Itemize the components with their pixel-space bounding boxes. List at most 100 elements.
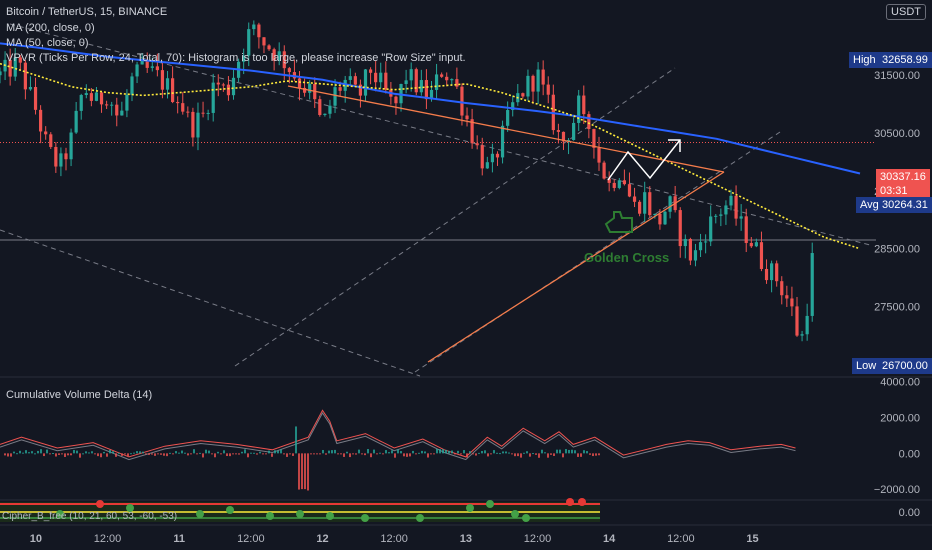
- cipher-dot: [511, 510, 519, 518]
- cvd-bar: [562, 453, 564, 458]
- candle-body: [277, 51, 281, 61]
- candle-body: [252, 24, 256, 30]
- cvd-bar: [466, 453, 468, 458]
- cvd-bar: [556, 449, 558, 454]
- high-label: High: [849, 52, 880, 68]
- cvd-bar: [340, 453, 342, 455]
- cipher-dot: [326, 512, 334, 520]
- candle-body: [770, 263, 774, 281]
- cvd-bar: [595, 453, 597, 456]
- cvd-bar: [313, 453, 315, 455]
- candle-body: [226, 84, 231, 96]
- currency-selector[interactable]: USDT: [886, 4, 926, 20]
- candle-body: [521, 93, 525, 97]
- cvd-bar: [64, 453, 66, 457]
- cvd-bar: [334, 449, 336, 454]
- cipher-legend[interactable]: Cipher_B_free (10, 21, 60, 53, -60, -53): [2, 511, 178, 522]
- candle-body: [368, 69, 373, 73]
- candle-body: [13, 57, 17, 77]
- candle-body: [749, 242, 753, 247]
- cvd-bar: [106, 453, 108, 457]
- cipher-dot: [226, 506, 234, 514]
- cvd-bar: [232, 453, 234, 455]
- avg-value: 30264.31: [878, 197, 932, 213]
- candle-body: [150, 66, 154, 68]
- cvd-bar: [376, 453, 378, 455]
- cvd-bar: [229, 453, 231, 457]
- cvd-bar: [283, 453, 285, 455]
- cvd-bar: [457, 450, 459, 454]
- candle-body: [64, 153, 68, 160]
- cvd-bar: [469, 451, 471, 454]
- channel-lower-line: [0, 229, 421, 377]
- cvd-bar: [175, 451, 177, 454]
- cvd-bar: [259, 451, 261, 454]
- cvd-bar: [286, 453, 288, 457]
- cvd-bar: [448, 450, 450, 454]
- projection-arrow: [607, 139, 681, 181]
- candle-body: [592, 129, 596, 148]
- candle-body: [450, 79, 454, 81]
- symbol-legend[interactable]: Bitcoin / TetherUS, 15, BINANCE: [6, 6, 168, 18]
- cvd-bar: [301, 453, 303, 490]
- candle-body: [8, 59, 12, 77]
- candlesticks[interactable]: [0, 20, 814, 342]
- candle-body: [587, 114, 591, 130]
- cipher-pane[interactable]: [0, 498, 600, 522]
- candle-body: [775, 263, 779, 282]
- time-tick-label: 12:00: [94, 533, 122, 545]
- vpvr-legend[interactable]: VPVR (Ticks Per Row, 24, Total, 70): His…: [6, 52, 466, 64]
- candle-body: [643, 192, 647, 214]
- price-tick-label: 31500.00: [874, 70, 920, 82]
- cvd-bar: [325, 453, 327, 455]
- cvd-bar: [385, 450, 387, 454]
- cvd-bar: [115, 453, 117, 457]
- cvd-bar: [244, 449, 246, 454]
- candle-body: [160, 70, 165, 90]
- cvd-bar: [184, 452, 186, 454]
- cvd-tick-label: 0.00: [899, 448, 920, 460]
- cvd-bar: [517, 453, 519, 457]
- cvd-bar: [160, 453, 162, 455]
- candle-body: [709, 216, 713, 242]
- time-tick-label: 13: [460, 533, 472, 545]
- cvd-bar: [289, 453, 291, 455]
- cvd-bar: [217, 451, 219, 454]
- candle-body: [612, 182, 616, 188]
- candle-body: [297, 78, 302, 88]
- ma200-legend[interactable]: MA (200, close, 0): [6, 22, 95, 34]
- cvd-bar: [199, 452, 201, 454]
- cvd-bar: [46, 449, 48, 454]
- cvd-bar: [241, 451, 243, 454]
- candle-body: [785, 295, 789, 299]
- cvd-pane[interactable]: [0, 409, 796, 491]
- candle-body: [99, 92, 104, 105]
- cvd-bar: [379, 452, 381, 454]
- cvd-bar: [574, 450, 576, 454]
- candle-body: [323, 113, 327, 115]
- triangle-upper-line: [287, 85, 725, 173]
- cvd-bar: [349, 453, 351, 458]
- candle-body: [627, 184, 632, 197]
- candle-body: [556, 130, 561, 132]
- cvd-bar: [166, 453, 168, 457]
- cvd-bar: [271, 453, 273, 457]
- cvd-bar: [367, 449, 369, 454]
- candle-body: [663, 211, 667, 225]
- cipher-dot: [96, 500, 104, 508]
- cipher-dot: [296, 510, 304, 518]
- candle-body: [526, 75, 530, 97]
- cvd-bar: [157, 453, 159, 455]
- candle-body: [272, 49, 276, 61]
- cvd-bar: [298, 453, 300, 490]
- drawings: [287, 85, 725, 363]
- candle-body: [754, 242, 758, 247]
- candle-body: [582, 95, 586, 115]
- cvd-bar: [490, 453, 492, 455]
- candle-body: [678, 210, 682, 247]
- cvd-bar: [397, 449, 399, 454]
- ma50-legend[interactable]: MA (50, close, 0): [6, 37, 89, 49]
- cvd-legend[interactable]: Cumulative Volume Delta (14): [6, 389, 153, 401]
- candle-body: [429, 89, 434, 100]
